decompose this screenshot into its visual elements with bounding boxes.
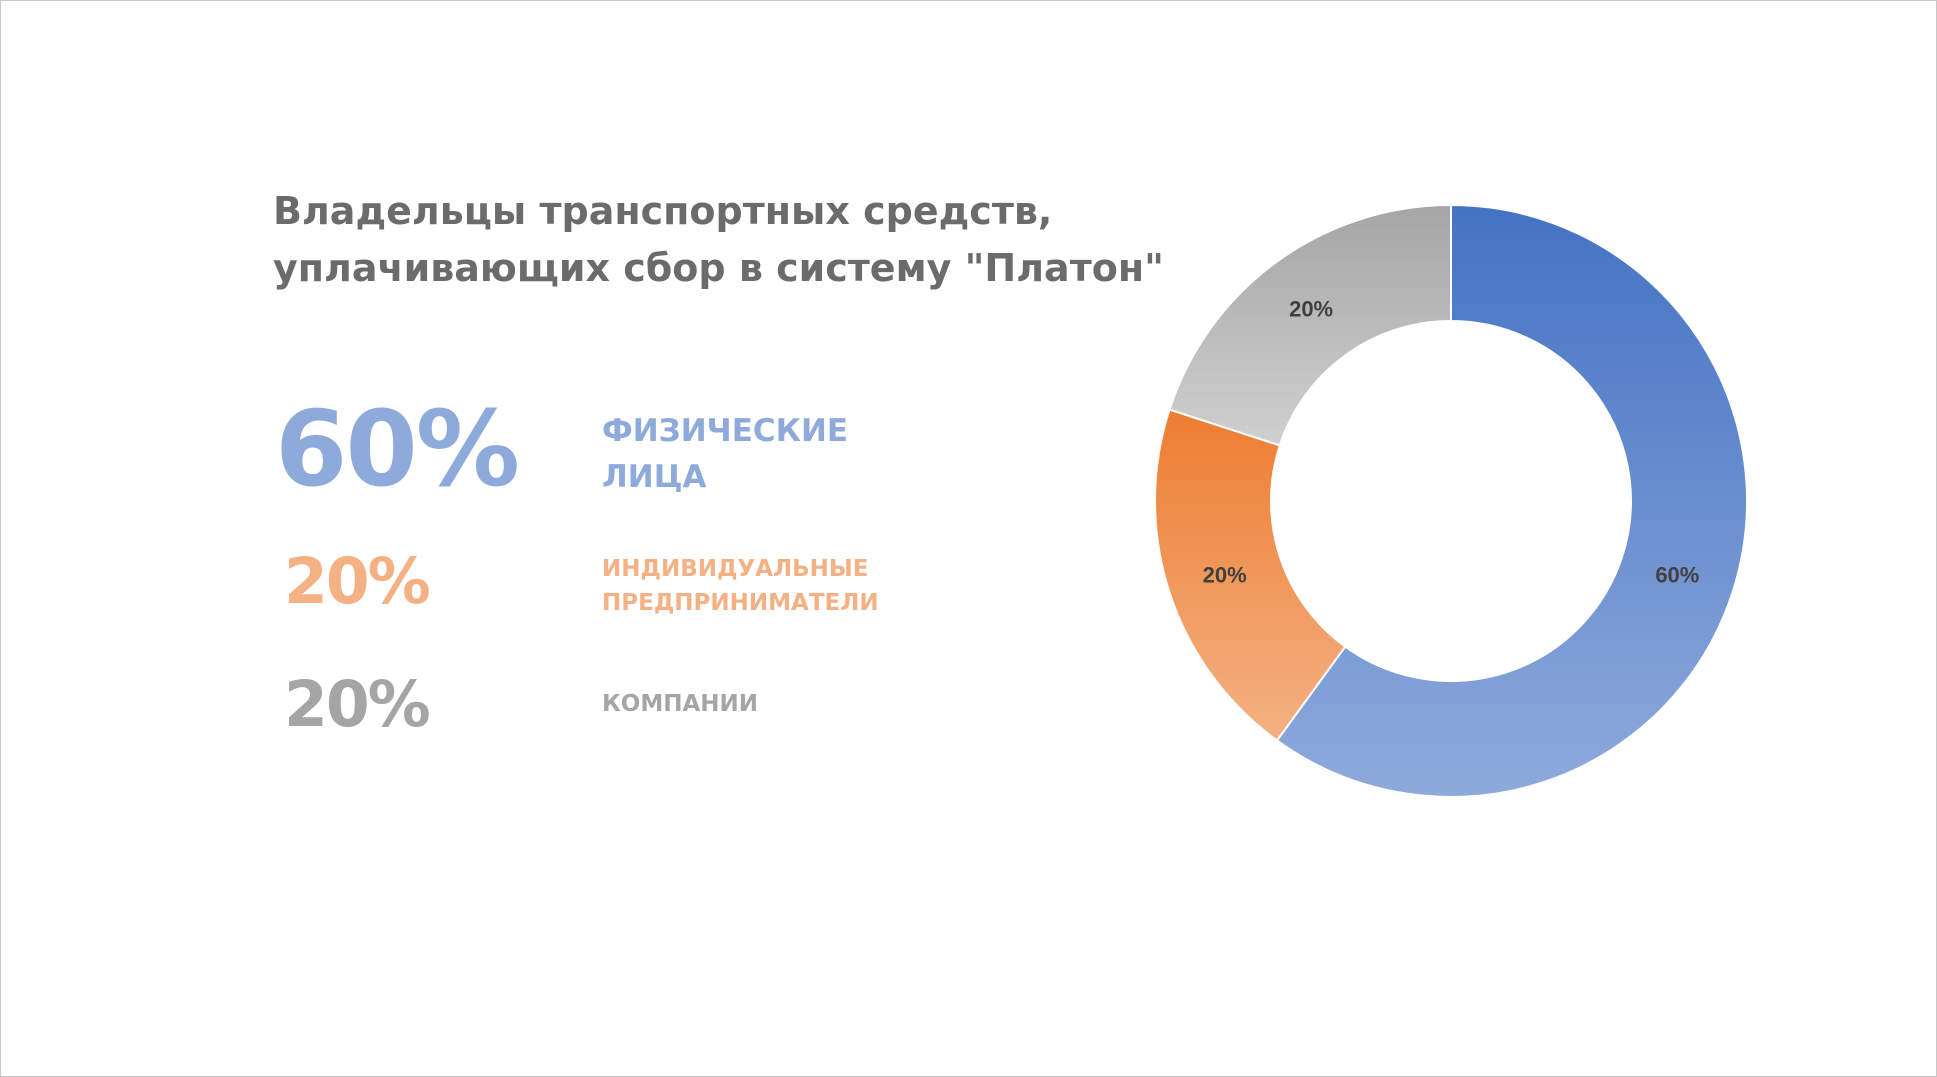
stat-label-entrepreneurs: ИНДИВИДУАЛЬНЫЕ ПРЕДПРИНИМАТЕЛИ <box>602 552 879 620</box>
donut-slices <box>1154 203 1748 798</box>
donut-slice-labels: 60% 20% 20% <box>1203 296 1700 587</box>
stat-label-entrepreneurs-line-1: ИНДИВИДУАЛЬНЫЕ <box>602 556 869 582</box>
slice-individuals <box>1275 203 1748 798</box>
slice-label-companies: 20% <box>1289 296 1333 321</box>
slice-label-entrepreneurs: 20% <box>1203 563 1247 588</box>
slice-companies <box>1168 203 1452 447</box>
stat-percent-entrepreneurs: 20% <box>284 545 431 618</box>
stat-label-individuals: ФИЗИЧЕСКИЕ ЛИЦА <box>602 408 848 500</box>
stat-label-companies: КОМПАНИИ <box>602 687 758 721</box>
donut-chart: 60% 20% 20% <box>1154 203 1748 798</box>
title-line-2: уплачивающих сбор в систему "Платон" <box>273 246 1164 290</box>
slice-label-individuals: 60% <box>1655 563 1699 588</box>
stat-label-individuals-line-1: ФИЗИЧЕСКИЕ <box>602 413 849 449</box>
stat-label-companies-line-1: КОМПАНИИ <box>602 691 759 717</box>
title-line-1: Владельцы транспортных средств, <box>273 189 1053 233</box>
stat-percent-companies: 20% <box>284 668 431 741</box>
stat-percent-individuals: 60% <box>275 388 520 510</box>
stat-label-entrepreneurs-line-2: ПРЕДПРИНИМАТЕЛИ <box>602 590 879 616</box>
slice-entrepreneurs <box>1154 408 1347 742</box>
stat-label-individuals-line-2: ЛИЦА <box>602 459 707 495</box>
slide-title: Владельцы транспортных средств, уплачива… <box>273 183 1173 297</box>
